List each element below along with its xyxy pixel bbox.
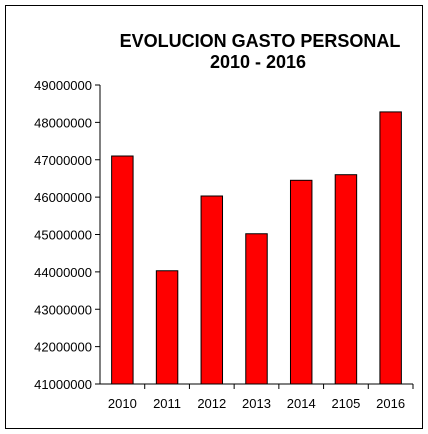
y-tick-label: 43000000 xyxy=(34,302,92,317)
chart-title-line2: 2010 - 2016 xyxy=(210,52,306,72)
x-tick-label: 2011 xyxy=(153,396,181,411)
bar xyxy=(200,195,224,385)
y-tick-label: 45000000 xyxy=(34,228,92,243)
bar xyxy=(245,233,268,385)
x-tick-label: 2013 xyxy=(242,396,271,411)
y-tick-label: 41000000 xyxy=(34,377,92,392)
y-tick-label: 48000000 xyxy=(34,115,92,130)
x-tick-label: 2016 xyxy=(376,396,405,411)
y-tick-label: 44000000 xyxy=(34,265,92,280)
x-tick-label: 2012 xyxy=(197,396,226,411)
y-tick-label: 47000000 xyxy=(34,153,92,168)
x-tick-label: 2010 xyxy=(108,396,137,411)
bar xyxy=(334,174,358,385)
y-tick-label: 42000000 xyxy=(34,340,92,355)
bar xyxy=(379,111,402,385)
x-tick-label: 2105 xyxy=(331,396,360,411)
x-tick-label: 2014 xyxy=(287,396,316,411)
bar xyxy=(155,270,179,385)
chart-title-line1: EVOLUCION GASTO PERSONAL xyxy=(120,31,401,51)
y-tick-label: 46000000 xyxy=(34,190,92,205)
bar xyxy=(111,155,134,385)
plot-area: 41000000 42000000 43000000 44000000 45000000… xyxy=(34,78,414,411)
bar xyxy=(289,179,313,385)
y-tick-label: 49000000 xyxy=(34,78,92,93)
